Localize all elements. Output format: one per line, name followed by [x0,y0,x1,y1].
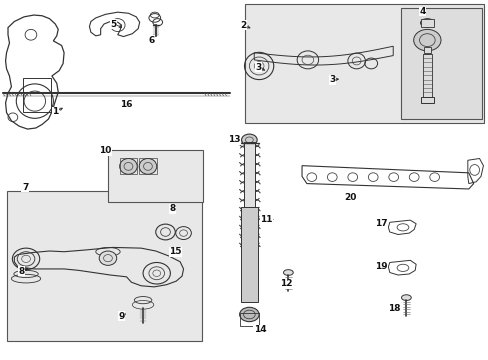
Ellipse shape [99,251,117,265]
Text: 16: 16 [120,100,132,109]
Text: 7: 7 [22,183,28,192]
Text: 6: 6 [148,36,155,45]
Text: 9: 9 [118,312,124,321]
Text: 1: 1 [52,107,58,116]
Ellipse shape [420,19,433,27]
Text: 20: 20 [344,193,356,202]
Ellipse shape [239,307,259,321]
Ellipse shape [139,158,157,174]
Bar [240,207,258,302]
Ellipse shape [413,30,440,51]
Ellipse shape [241,134,257,145]
Bar [423,47,430,53]
Text: 8: 8 [169,204,175,213]
Bar [420,19,433,27]
Text: 15: 15 [169,247,181,256]
Ellipse shape [120,158,137,174]
Text: 12: 12 [279,279,292,288]
Bar [400,8,482,119]
Text: 14: 14 [253,325,266,334]
Bar [22,78,51,112]
Text: 3: 3 [328,75,335,84]
Bar [139,158,157,174]
Bar [245,4,484,123]
Bar [120,158,137,174]
Text: 3: 3 [255,63,261,72]
Bar [422,54,431,97]
Bar [420,97,433,103]
Ellipse shape [283,270,293,275]
Text: 19: 19 [374,262,386,271]
Text: 4: 4 [418,7,425,16]
Text: 8: 8 [18,267,24,276]
Text: 11: 11 [260,215,272,224]
Bar [243,142,255,207]
Text: 18: 18 [387,304,400,313]
Text: 5: 5 [110,19,117,28]
Ellipse shape [401,295,410,301]
Bar [6,191,201,341]
Text: 13: 13 [228,135,241,144]
Text: 17: 17 [374,219,386,228]
Bar [239,313,259,326]
Text: 10: 10 [99,146,111,155]
Text: 2: 2 [240,21,246,30]
Bar [108,149,203,202]
